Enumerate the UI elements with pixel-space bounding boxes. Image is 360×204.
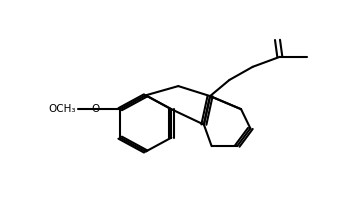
Text: OCH₃: OCH₃ (49, 104, 76, 114)
Text: O: O (91, 104, 99, 114)
